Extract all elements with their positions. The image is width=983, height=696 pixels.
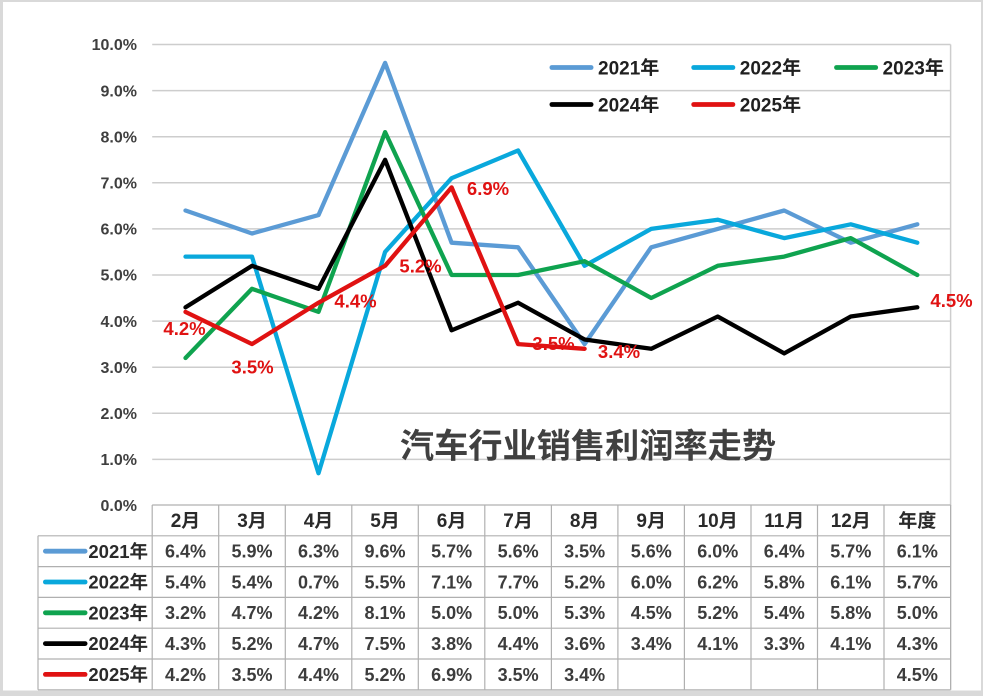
svg-text:5.4%: 5.4% bbox=[165, 572, 206, 592]
svg-text:7.0%: 7.0% bbox=[101, 176, 137, 193]
svg-text:5.0%: 5.0% bbox=[101, 268, 137, 285]
svg-text:5.7%: 5.7% bbox=[830, 542, 871, 562]
svg-text:3.5%: 3.5% bbox=[532, 333, 574, 354]
svg-text:5.8%: 5.8% bbox=[764, 572, 805, 592]
svg-text:6.0%: 6.0% bbox=[697, 542, 738, 562]
svg-text:10: 10 bbox=[698, 511, 719, 532]
svg-text:3: 3 bbox=[237, 511, 248, 532]
svg-text:4.4%: 4.4% bbox=[498, 634, 539, 654]
svg-text:6.1%: 6.1% bbox=[830, 572, 871, 592]
svg-text:8.0%: 8.0% bbox=[101, 129, 137, 146]
svg-text:5.2%: 5.2% bbox=[365, 665, 406, 685]
svg-text:9.0%: 9.0% bbox=[101, 83, 137, 100]
svg-text:5.7%: 5.7% bbox=[897, 572, 938, 592]
svg-text:4.7%: 4.7% bbox=[298, 634, 339, 654]
svg-text:7: 7 bbox=[503, 511, 514, 532]
svg-text:4.2%: 4.2% bbox=[163, 318, 205, 339]
svg-text:3.5%: 3.5% bbox=[231, 357, 273, 378]
svg-text:5.2%: 5.2% bbox=[564, 572, 605, 592]
svg-text:5.6%: 5.6% bbox=[631, 542, 672, 562]
svg-text:3.4%: 3.4% bbox=[631, 634, 672, 654]
svg-text:6.0%: 6.0% bbox=[631, 572, 672, 592]
svg-text:3.5%: 3.5% bbox=[564, 542, 605, 562]
svg-text:4.1%: 4.1% bbox=[830, 634, 871, 654]
svg-text:5.0%: 5.0% bbox=[897, 603, 938, 623]
svg-text:5.3%: 5.3% bbox=[564, 603, 605, 623]
svg-text:3.5%: 3.5% bbox=[232, 665, 273, 685]
svg-text:6.2%: 6.2% bbox=[697, 572, 738, 592]
svg-text:4.3%: 4.3% bbox=[165, 634, 206, 654]
svg-text:5.4%: 5.4% bbox=[764, 603, 805, 623]
svg-text:9.6%: 9.6% bbox=[365, 542, 406, 562]
svg-text:6.9%: 6.9% bbox=[467, 178, 509, 199]
svg-text:2022: 2022 bbox=[88, 572, 129, 593]
svg-text:7.1%: 7.1% bbox=[431, 572, 472, 592]
svg-text:6.9%: 6.9% bbox=[431, 665, 472, 685]
svg-text:5.2%: 5.2% bbox=[697, 603, 738, 623]
svg-text:6.3%: 6.3% bbox=[298, 542, 339, 562]
svg-text:3.2%: 3.2% bbox=[165, 603, 206, 623]
svg-text:5.8%: 5.8% bbox=[830, 603, 871, 623]
svg-text:2: 2 bbox=[171, 511, 182, 532]
svg-text:5.2%: 5.2% bbox=[232, 634, 273, 654]
svg-text:3.0%: 3.0% bbox=[101, 360, 137, 377]
svg-text:7.5%: 7.5% bbox=[365, 634, 406, 654]
svg-text:2025: 2025 bbox=[740, 95, 783, 116]
svg-text:2025: 2025 bbox=[88, 664, 129, 685]
svg-text:10.0%: 10.0% bbox=[92, 37, 137, 54]
svg-text:5.0%: 5.0% bbox=[431, 603, 472, 623]
svg-text:0.0%: 0.0% bbox=[101, 498, 137, 515]
svg-text:3.4%: 3.4% bbox=[598, 341, 640, 362]
svg-text:2021: 2021 bbox=[88, 541, 129, 562]
svg-text:4.0%: 4.0% bbox=[101, 314, 137, 331]
svg-text:4.5%: 4.5% bbox=[897, 665, 938, 685]
svg-text:4.5%: 4.5% bbox=[631, 603, 672, 623]
svg-text:3.3%: 3.3% bbox=[764, 634, 805, 654]
svg-text:4.3%: 4.3% bbox=[897, 634, 938, 654]
svg-text:4.4%: 4.4% bbox=[298, 665, 339, 685]
svg-text:2023: 2023 bbox=[883, 58, 925, 79]
svg-text:2023: 2023 bbox=[88, 602, 129, 623]
svg-text:5.2%: 5.2% bbox=[399, 256, 441, 277]
svg-text:5.9%: 5.9% bbox=[232, 542, 273, 562]
svg-text:5: 5 bbox=[370, 511, 381, 532]
svg-text:11: 11 bbox=[764, 511, 785, 532]
svg-text:4.4%: 4.4% bbox=[334, 291, 376, 312]
svg-text:5.0%: 5.0% bbox=[498, 603, 539, 623]
svg-text:2024: 2024 bbox=[88, 633, 130, 654]
svg-text:3.4%: 3.4% bbox=[564, 665, 605, 685]
svg-text:4.5%: 4.5% bbox=[930, 290, 972, 311]
svg-text:8.1%: 8.1% bbox=[365, 603, 406, 623]
svg-text:9: 9 bbox=[636, 511, 647, 532]
svg-text:8: 8 bbox=[570, 511, 581, 532]
svg-text:6: 6 bbox=[437, 511, 448, 532]
svg-text:6.1%: 6.1% bbox=[897, 542, 938, 562]
svg-text:6.0%: 6.0% bbox=[101, 222, 137, 239]
svg-text:5.5%: 5.5% bbox=[365, 572, 406, 592]
svg-text:5.4%: 5.4% bbox=[232, 572, 273, 592]
svg-text:2.0%: 2.0% bbox=[101, 406, 137, 423]
svg-text:5.7%: 5.7% bbox=[431, 542, 472, 562]
svg-text:4.2%: 4.2% bbox=[165, 665, 206, 685]
svg-text:4.7%: 4.7% bbox=[232, 603, 273, 623]
svg-text:2024: 2024 bbox=[598, 95, 641, 116]
svg-text:0.7%: 0.7% bbox=[298, 572, 339, 592]
svg-text:3.8%: 3.8% bbox=[431, 634, 472, 654]
svg-text:4.2%: 4.2% bbox=[298, 603, 339, 623]
svg-text:3.5%: 3.5% bbox=[498, 665, 539, 685]
svg-text:2022: 2022 bbox=[740, 58, 782, 79]
svg-text:5.6%: 5.6% bbox=[498, 542, 539, 562]
svg-text:2021: 2021 bbox=[598, 58, 641, 79]
svg-text:7.7%: 7.7% bbox=[498, 572, 539, 592]
svg-text:1.0%: 1.0% bbox=[101, 452, 137, 469]
svg-text:6.4%: 6.4% bbox=[165, 542, 206, 562]
svg-text:6.4%: 6.4% bbox=[764, 542, 805, 562]
svg-text:4: 4 bbox=[304, 511, 315, 532]
svg-text:3.6%: 3.6% bbox=[564, 634, 605, 654]
svg-text:4.1%: 4.1% bbox=[697, 634, 738, 654]
svg-text:12: 12 bbox=[831, 511, 852, 532]
